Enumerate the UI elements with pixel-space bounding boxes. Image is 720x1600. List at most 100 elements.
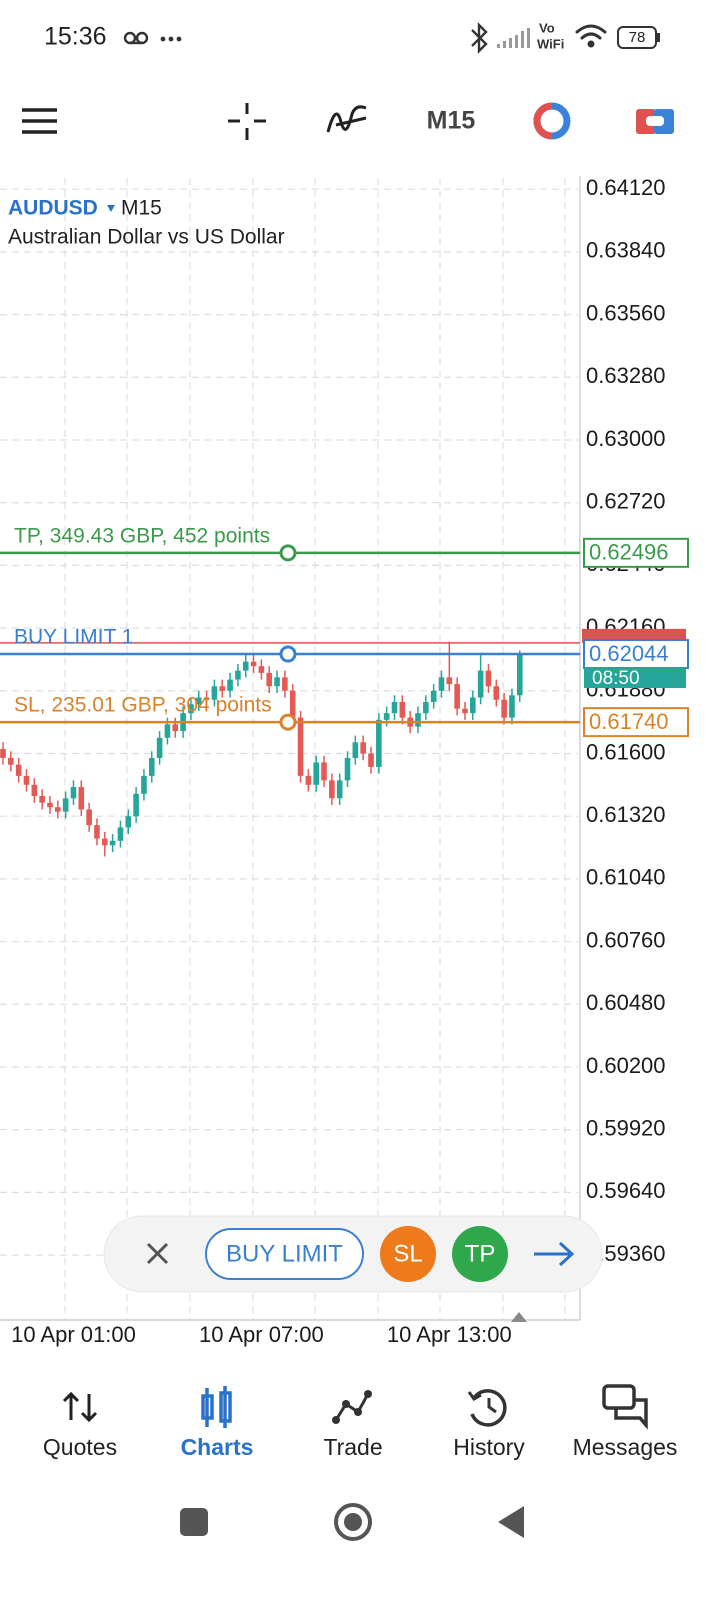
trade-button[interactable] [636,109,674,134]
candle-body [117,827,124,841]
clock: 15:36 [44,23,107,51]
candle-body [391,701,398,714]
candle-body [305,775,312,785]
timeframe-button[interactable]: M15 [427,107,476,135]
candle-body [164,724,171,738]
candle-body [344,757,351,781]
y-tick-label: 0.63840 [586,238,666,263]
candle-body [141,775,147,794]
candle-body [125,816,132,828]
order-price-label: 0.62496 [589,540,669,565]
candle-body [211,686,218,700]
battery-icon [617,26,657,49]
candle-body [148,757,155,776]
one-click-button[interactable] [533,102,571,140]
trade-tab[interactable]: Trade [323,1390,383,1460]
candle-body [501,699,507,718]
scroll-end-marker[interactable] [511,1312,527,1322]
candle-body [516,654,523,696]
chart: 0.64120 0.63840 0.63560 0.63280 0.63000 0.627… [0,175,689,1347]
order-bar: BUY LIMIT SL TP [103,1215,603,1293]
candle-body [78,787,85,810]
candle-body [86,809,92,826]
candle-body [195,697,202,705]
candle-body [219,686,226,691]
recents-button[interactable] [180,1508,208,1536]
time-axis: 10 Apr 01:00 10 Apr 07:00 10 Apr 13:00 [11,1322,512,1347]
y-tick-label: 0.62720 [586,488,666,513]
buy-limit-label: BUY LIMIT [226,1240,343,1267]
status-bar: 15:36 Vo WiFi 78 [44,20,660,54]
candle-body [227,679,233,691]
candle-body [446,677,453,685]
x-tick-label: 10 Apr 07:00 [199,1322,324,1347]
system-nav [180,1503,524,1541]
order-line-label: SL, 235.01 GBP, 304 points [14,694,272,717]
charts-tab[interactable]: Charts [181,1386,254,1460]
order-line-handle[interactable] [279,544,297,562]
order-line-handle[interactable] [279,713,297,731]
order-price-box [583,707,689,738]
order-price-box [583,639,689,670]
order-line-handle[interactable] [279,645,297,663]
candle-body [15,764,22,776]
candle-body [31,784,38,797]
chart-area [0,176,580,1322]
next-button[interactable] [534,1241,575,1267]
menu-button[interactable] [22,108,57,134]
candle-body [376,719,382,767]
sl-button[interactable] [380,1226,436,1282]
candle-body [289,690,296,718]
history-tab[interactable]: History [453,1389,525,1460]
candle-body [274,677,280,687]
y-tick-label: 0.61040 [586,865,666,890]
symbol[interactable]: AUDUSD [8,197,98,220]
x-tick-label: 10 Apr 01:00 [11,1322,136,1347]
tp-button[interactable] [452,1226,508,1282]
wifi-icon [575,24,607,48]
candle-body [430,690,437,702]
order-price-box [583,537,689,568]
candle-body [415,713,421,727]
home-button[interactable] [334,1503,372,1541]
y-tick-label: 0.59640 [586,1178,666,1203]
order-price-label: 0.62044 [589,641,669,666]
quotes-label: Quotes [43,1434,117,1460]
candle-body [313,762,319,785]
indicators-button[interactable] [326,105,367,133]
signal-icon [497,28,530,48]
candle-body [454,684,460,709]
candle-body [258,666,265,673]
candle-body [485,670,492,687]
candles [0,641,523,857]
y-tick-label: 0.63280 [586,363,666,388]
candle-body [188,704,194,714]
y-tick-label: 0.60200 [586,1053,666,1078]
close-button[interactable] [146,1242,169,1265]
buy-limit-button[interactable] [205,1228,364,1280]
candle-body [250,661,257,667]
y-tick-label: 0.64120 [586,175,666,200]
quotes-tab[interactable]: Quotes [43,1391,117,1460]
symbol-dropdown[interactable] [107,205,115,212]
x-tick-label: 10 Apr 13:00 [387,1322,512,1347]
candle-body [39,796,45,803]
candle-body [266,672,273,687]
candle-body [423,701,429,714]
candle-body [0,749,6,758]
vo-label: Vo [539,20,555,35]
toolbar: M15 [22,102,674,140]
candle-body [62,798,69,812]
tp-label: TP [465,1240,496,1267]
candle-body [47,802,53,808]
back-button[interactable] [498,1506,524,1538]
battery-tip [657,33,660,42]
candle-body [203,697,210,700]
candle-body [101,838,108,846]
messages-tab[interactable]: Messages [573,1384,678,1460]
crosshair-button[interactable] [228,103,266,140]
chart-timeframe: M15 [121,197,162,220]
charts-label: Charts [181,1434,254,1460]
candle-body [109,840,116,846]
